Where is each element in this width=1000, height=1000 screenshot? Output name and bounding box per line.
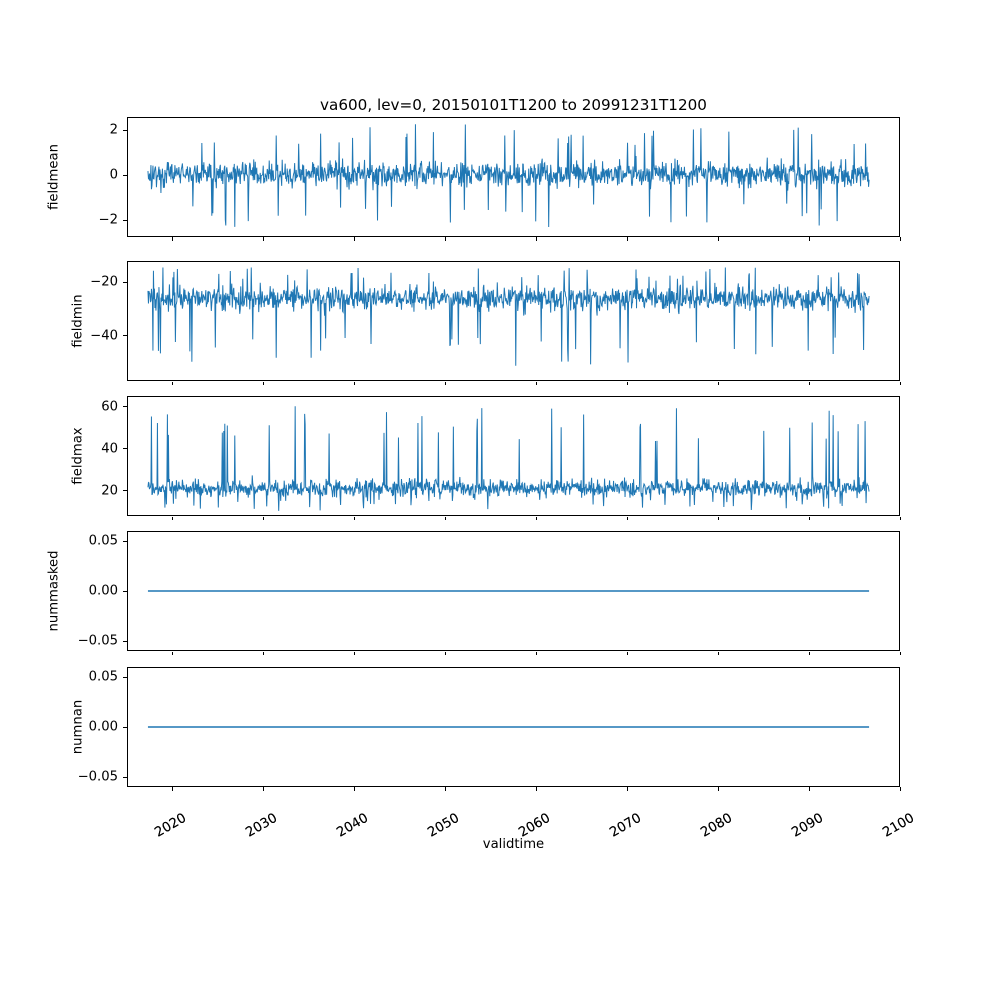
x-tick-mark bbox=[626, 237, 628, 242]
y-tick-label: 0.05 bbox=[88, 669, 118, 685]
y-tick-mark bbox=[122, 281, 127, 283]
x-tick-mark bbox=[262, 516, 264, 521]
data-line-fieldmean bbox=[147, 124, 870, 228]
y-tick-label: 40 bbox=[101, 441, 118, 457]
x-tick-mark bbox=[444, 787, 446, 792]
y-tick-mark bbox=[122, 129, 127, 132]
y-tick-label: 0.00 bbox=[88, 719, 118, 735]
series-nummasked bbox=[147, 590, 870, 592]
x-tick-mark bbox=[535, 381, 537, 386]
x-tick-mark bbox=[262, 651, 264, 656]
x-tick-mark bbox=[717, 381, 719, 386]
y-tick-mark bbox=[122, 406, 127, 408]
y-tick-mark bbox=[122, 726, 127, 728]
y-tick-label: 60 bbox=[101, 399, 118, 415]
y-tick-mark bbox=[122, 174, 127, 176]
x-tick-mark bbox=[171, 516, 174, 521]
y-tick-label: −0.05 bbox=[77, 769, 118, 785]
x-tick-mark bbox=[353, 516, 355, 521]
x-tick-mark bbox=[444, 237, 446, 242]
x-tick-mark bbox=[353, 651, 355, 656]
x-tick-mark bbox=[353, 237, 355, 242]
x-axis-label: validtime bbox=[482, 837, 545, 852]
x-tick-mark bbox=[171, 237, 174, 242]
series-fieldmin bbox=[147, 267, 870, 366]
y-tick-label: −20 bbox=[90, 274, 118, 290]
x-tick-mark bbox=[444, 651, 446, 656]
y-tick-mark bbox=[122, 776, 127, 778]
x-tick-mark bbox=[353, 787, 355, 792]
x-tick-mark bbox=[171, 787, 174, 792]
y-tick-label: 0.00 bbox=[88, 583, 118, 599]
x-tick-mark bbox=[171, 381, 174, 386]
x-tick-mark bbox=[808, 651, 810, 656]
y-tick-label: −40 bbox=[90, 328, 118, 344]
x-tick-mark bbox=[535, 237, 537, 242]
x-tick-mark bbox=[262, 381, 264, 386]
y-tick-label: 20 bbox=[101, 483, 118, 499]
y-tick-label: 0 bbox=[109, 167, 118, 183]
x-tick-mark bbox=[717, 516, 719, 521]
x-tick-mark bbox=[808, 787, 810, 792]
x-tick-mark bbox=[262, 237, 264, 242]
x-tick-mark bbox=[808, 381, 810, 386]
y-axis-label-numnan: numnan bbox=[70, 699, 86, 755]
x-tick-mark bbox=[535, 516, 537, 521]
y-tick-label: 2 bbox=[109, 122, 118, 138]
x-tick-mark bbox=[626, 787, 628, 792]
y-tick-label: −2 bbox=[98, 212, 118, 228]
subplot-fieldmin bbox=[127, 261, 900, 381]
y-tick-mark bbox=[122, 335, 127, 337]
x-tick-mark bbox=[444, 381, 446, 386]
x-tick-mark bbox=[717, 787, 719, 792]
y-tick-mark bbox=[122, 640, 127, 642]
x-tick-mark bbox=[808, 237, 810, 242]
subplot-numnan bbox=[127, 667, 900, 787]
y-tick-mark bbox=[122, 676, 127, 678]
x-tick-mark bbox=[626, 516, 628, 521]
y-axis-label-fieldmax: fieldmax bbox=[70, 427, 86, 485]
series-numnan bbox=[147, 726, 870, 728]
y-axis-label-fieldmin: fieldmin bbox=[70, 294, 86, 348]
figure-title: va600, lev=0, 20150101T1200 to 20991231T… bbox=[320, 96, 707, 114]
y-tick-mark bbox=[122, 219, 127, 221]
x-tick-mark bbox=[535, 651, 537, 656]
y-tick-mark bbox=[122, 590, 127, 592]
subplot-fieldmax bbox=[127, 396, 900, 516]
x-tick-mark bbox=[899, 516, 901, 521]
x-tick-mark bbox=[626, 381, 628, 386]
x-tick-mark bbox=[717, 237, 719, 242]
y-tick-mark bbox=[122, 490, 127, 492]
x-tick-mark bbox=[899, 237, 901, 242]
series-fieldmean bbox=[147, 124, 870, 228]
y-tick-mark bbox=[122, 540, 127, 542]
x-tick-mark bbox=[717, 651, 719, 656]
x-tick-mark bbox=[808, 516, 810, 521]
x-tick-mark bbox=[353, 381, 355, 386]
y-axis-label-nummasked: nummasked bbox=[46, 550, 62, 632]
subplot-fieldmean bbox=[127, 117, 900, 237]
y-axis-label-fieldmean: fieldmean bbox=[46, 144, 62, 210]
series-fieldmax bbox=[147, 406, 870, 511]
x-tick-mark bbox=[899, 787, 901, 792]
x-tick-mark bbox=[899, 381, 901, 386]
subplot-nummasked bbox=[127, 531, 900, 651]
x-tick-mark bbox=[899, 651, 901, 656]
y-tick-label: 0.05 bbox=[88, 533, 118, 549]
x-tick-mark bbox=[444, 516, 446, 521]
x-tick-mark bbox=[626, 651, 628, 656]
y-tick-label: −0.05 bbox=[77, 633, 118, 649]
y-tick-mark bbox=[122, 448, 127, 450]
x-tick-mark bbox=[535, 787, 537, 792]
data-line-fieldmin bbox=[147, 267, 870, 366]
data-line-fieldmax bbox=[147, 406, 870, 511]
x-tick-mark bbox=[171, 651, 174, 656]
x-tick-mark bbox=[262, 787, 264, 792]
